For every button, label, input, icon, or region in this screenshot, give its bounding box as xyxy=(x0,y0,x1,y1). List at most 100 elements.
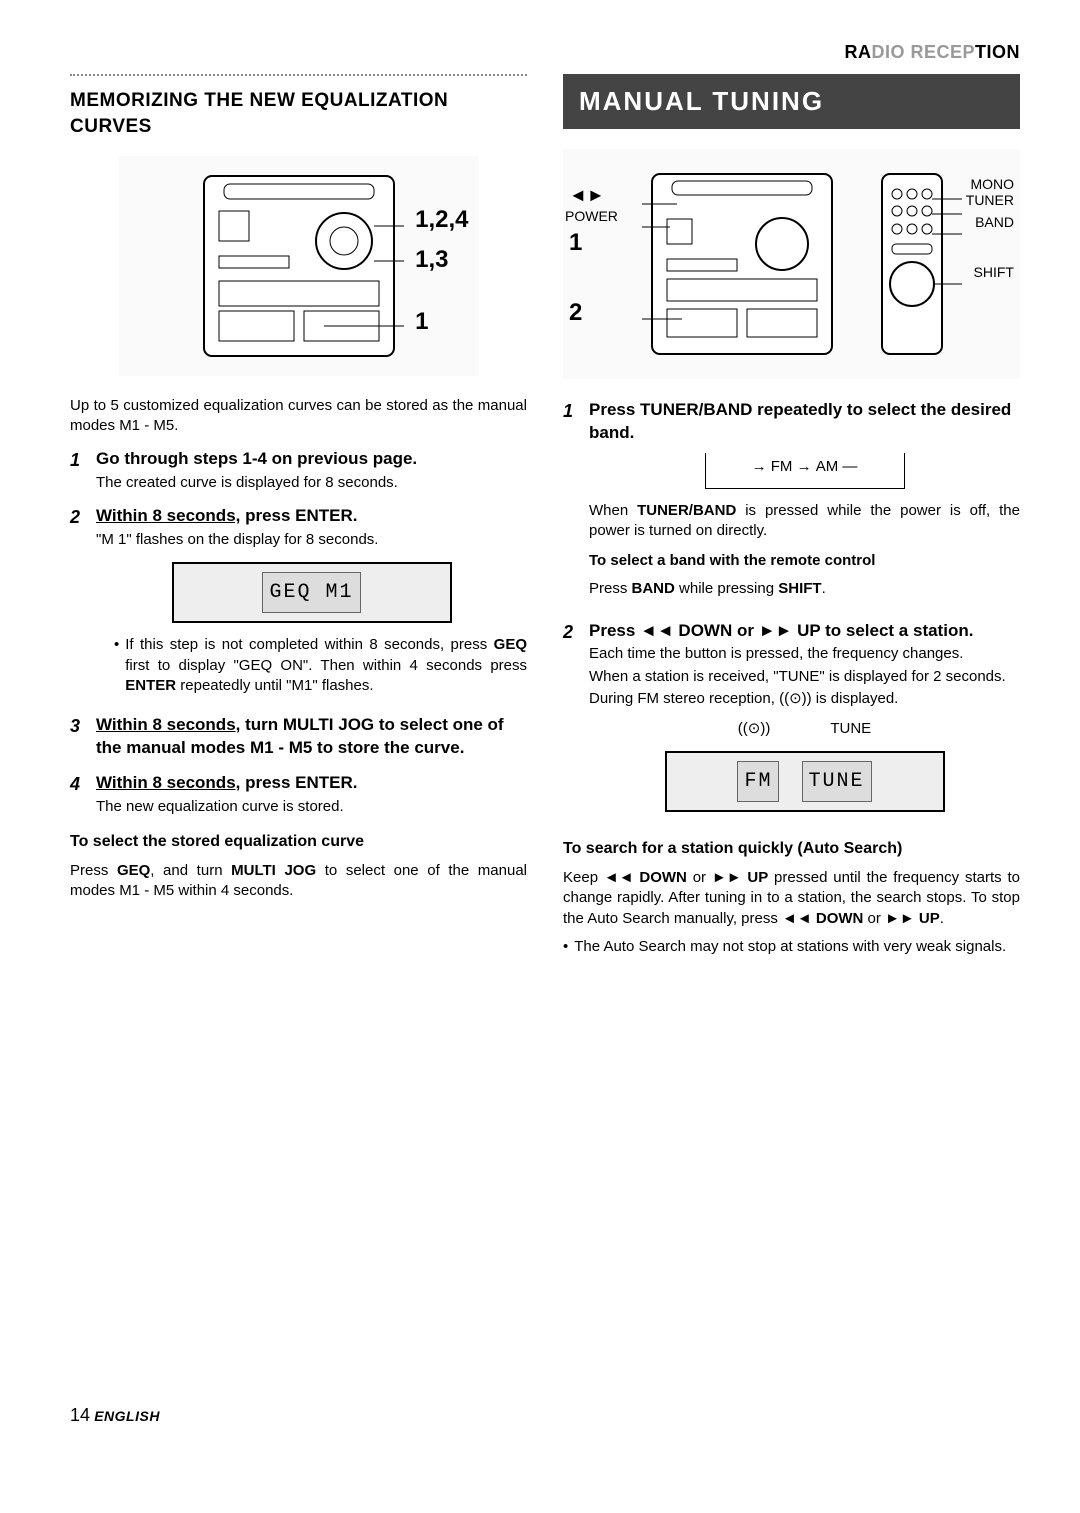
r-step-1-title: Press TUNER/BAND repeatedly to select th… xyxy=(589,399,1020,445)
step-2-title-rest: press ENTER. xyxy=(240,506,357,525)
lcd-display-2: FM TUNE xyxy=(665,751,945,812)
auto-search-heading: To search for a station quickly (Auto Se… xyxy=(563,838,1020,860)
r-step1-subp: Press BAND while pressing SHIFT. xyxy=(589,579,1020,599)
stereo-symbol: ((⊙)) xyxy=(738,719,771,739)
remote-shift: SHIFT xyxy=(974,263,1014,282)
r-step2-l3: During FM stereo reception, ((⊙)) is dis… xyxy=(589,689,1020,709)
stereo-illustration xyxy=(194,166,404,366)
step-2-title-u: Within 8 seconds, xyxy=(96,506,240,525)
r-step-1-body: Press TUNER/BAND repeatedly to select th… xyxy=(589,399,1020,607)
step-2-title: Within 8 seconds, press ENTER. xyxy=(96,505,527,528)
header-post: TION xyxy=(975,42,1020,62)
aa: Keep xyxy=(563,869,604,886)
r-step-num-1: 1 xyxy=(563,399,581,607)
dotted-rule xyxy=(70,74,527,76)
header-pre: RA xyxy=(844,42,871,62)
callout-r1: 1 xyxy=(569,227,582,259)
left-title: MEMORIZING THE NEW EQUALIZATION CURVES xyxy=(70,88,527,139)
tune-word: TUNE xyxy=(830,719,871,739)
r2b: ◄◄ DOWN xyxy=(640,621,732,640)
r-step-2-body: Press ◄◄ DOWN or ►► UP to select a stati… xyxy=(589,620,1020,825)
bullet-dot-icon: • xyxy=(563,937,568,957)
auto-bullet-text: The Auto Search may not stop at stations… xyxy=(574,937,1006,957)
stereo-remote-illustration xyxy=(582,159,1002,369)
lcd-text-1: GEQ M1 xyxy=(262,572,360,613)
left-column: MEMORIZING THE NEW EQUALIZATION CURVES 1… xyxy=(70,74,527,963)
r2c: or xyxy=(732,621,758,640)
step-4-title: Within 8 seconds, press ENTER. xyxy=(96,772,527,795)
rsc: while pressing xyxy=(675,580,778,597)
step-3: 3 Within 8 seconds, turn MULTI JOG to se… xyxy=(70,714,527,760)
step-2: 2 Within 8 seconds, press ENTER. "M 1" f… xyxy=(70,505,527,702)
step-4-sub: The new equalization curve is stored. xyxy=(96,797,527,817)
section-header: RADIO RECEPTION xyxy=(844,40,1020,64)
remote-band: BAND xyxy=(975,213,1014,232)
remote-tuner: TUNER xyxy=(966,191,1014,210)
am-label: AM xyxy=(816,458,839,475)
rsa: Press xyxy=(589,580,632,597)
step-2-bullet-text: If this step is not completed within 8 s… xyxy=(125,635,527,696)
r2a: Press xyxy=(589,621,640,640)
select-curve-heading: To select the stored equalization curve xyxy=(70,831,527,853)
r-step-2: 2 Press ◄◄ DOWN or ►► UP to select a sta… xyxy=(563,620,1020,825)
step-4-title-u: Within 8 seconds, xyxy=(96,773,240,792)
fm-label: FM xyxy=(771,458,793,475)
page-lang: ENGLISH xyxy=(94,1408,160,1424)
r-step2-l1: Each time the button is pressed, the fre… xyxy=(589,644,1020,664)
arrow-icon: — xyxy=(842,458,857,475)
ag: or xyxy=(863,910,885,927)
r2d: ►► UP xyxy=(759,621,821,640)
step-num-2: 2 xyxy=(70,505,88,702)
step-num-3: 3 xyxy=(70,714,88,760)
rsb: BAND xyxy=(632,580,675,597)
step-1: 1 Go through steps 1-4 on previous page.… xyxy=(70,448,527,493)
r1b: TUNER/BAND xyxy=(637,502,736,519)
step-2-body: Within 8 seconds, press ENTER. "M 1" fla… xyxy=(96,505,527,702)
r-step1-subh: To select a band with the remote control xyxy=(589,551,1020,571)
step-3-title: Within 8 seconds, turn MULTI JOG to sele… xyxy=(96,714,527,760)
auto-search-text: Keep ◄◄ DOWN or ►► UP pressed until the … xyxy=(563,868,1020,929)
callout-1: 1 xyxy=(415,306,428,338)
lcd-display-1: GEQ M1 xyxy=(172,562,452,623)
step-2-sub: "M 1" flashes on the display for 8 secon… xyxy=(96,530,527,550)
r-step-2-title: Press ◄◄ DOWN or ►► UP to select a stati… xyxy=(589,620,1020,643)
page-footer: 14 ENGLISH xyxy=(70,1403,1020,1427)
step-1-body: Go through steps 1-4 on previous page. T… xyxy=(96,448,527,493)
select-curve-text: Press GEQ, and turn MULTI JOG to select … xyxy=(70,861,527,902)
lcd-tune: TUNE xyxy=(802,761,872,802)
step-3-body: Within 8 seconds, turn MULTI JOG to sele… xyxy=(96,714,527,760)
r3c: is displayed. xyxy=(812,690,899,707)
lcd-fm: FM xyxy=(737,761,779,802)
ad: ►► UP xyxy=(712,869,768,886)
r3b: ((⊙)) xyxy=(779,690,812,707)
callout-1-3: 1,3 xyxy=(415,244,448,276)
power-label: POWER xyxy=(565,207,618,226)
callout-1-2-4: 1,2,4 xyxy=(415,204,468,236)
ac: or xyxy=(687,869,712,886)
arrow-icon: → xyxy=(752,458,771,475)
ab: ◄◄ DOWN xyxy=(604,869,687,886)
arrow-symbol: ◄► xyxy=(569,183,605,207)
step-4-title-rest: press ENTER. xyxy=(240,773,357,792)
rse: . xyxy=(822,580,826,597)
page-number: 14 xyxy=(70,1405,90,1425)
step-num-1: 1 xyxy=(70,448,88,493)
header-mid: DIO RECEP xyxy=(871,42,975,62)
header-row: RADIO RECEPTION xyxy=(70,40,1020,64)
r1a: When xyxy=(589,502,637,519)
step-4-body: Within 8 seconds, press ENTER. The new e… xyxy=(96,772,527,817)
manual-tuning-bar: MANUAL TUNING xyxy=(563,74,1020,129)
step-3-title-u: Within 8 seconds, xyxy=(96,715,240,734)
left-intro: Up to 5 customized equalization curves c… xyxy=(70,396,527,437)
sel-c: , and turn xyxy=(150,862,231,879)
r2e: to select a station. xyxy=(820,621,973,640)
sel-a: Press xyxy=(70,862,117,879)
r-step-num-2: 2 xyxy=(563,620,581,825)
sel-d: MULTI JOG xyxy=(231,862,316,879)
r-step1-p1: When TUNER/BAND is pressed while the pow… xyxy=(589,501,1020,542)
sel-b: GEQ xyxy=(117,862,150,879)
rsd: SHIFT xyxy=(778,580,821,597)
r-step2-l2: When a station is received, "TUNE" is di… xyxy=(589,667,1020,687)
step-4: 4 Within 8 seconds, press ENTER. The new… xyxy=(70,772,527,817)
arrow-icon: → xyxy=(797,458,816,475)
